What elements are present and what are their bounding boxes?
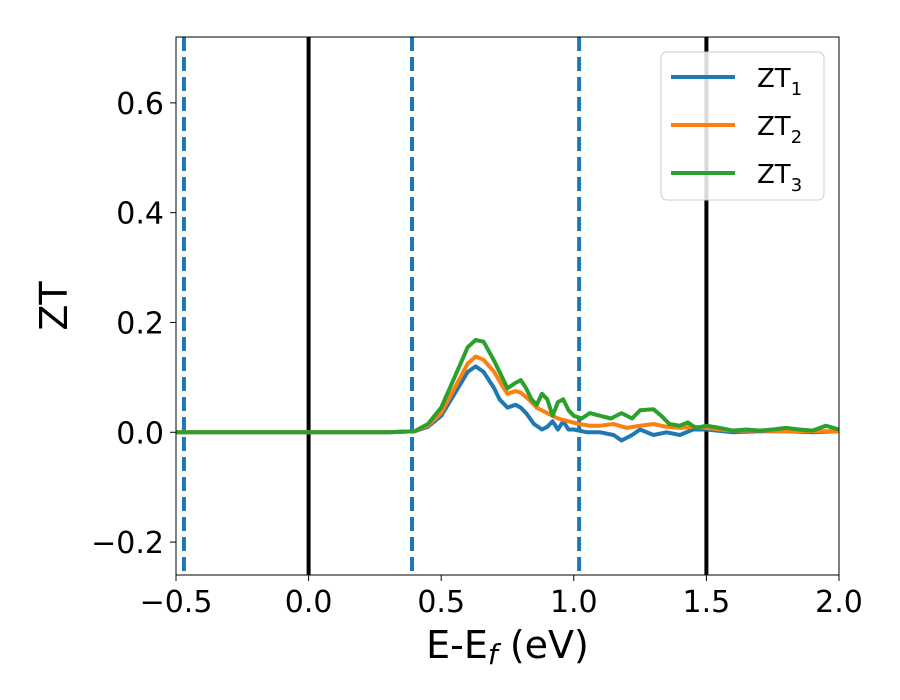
- x-tick-label: 1.0: [550, 585, 598, 620]
- x-tick-label: 2.0: [815, 585, 863, 620]
- y-tick-label: 0.6: [116, 87, 164, 122]
- x-tick-label: 1.5: [683, 585, 731, 620]
- axis-ticks: −0.5 0.0 0.5 1.0 1.5 2.0 −0.2 0.0 0.2 0.4 0.6: [91, 87, 863, 620]
- series-line-zt2: [176, 354, 839, 435]
- y-tick-label: 0.0: [116, 416, 164, 451]
- series-line-zt1: [176, 364, 840, 443]
- x-axis-label: E-Ef (eV): [426, 623, 589, 671]
- vertical-reference-lines: [181, 37, 709, 575]
- plot-frame: [175, 36, 840, 576]
- series-lines: [176, 338, 840, 443]
- series-line-zt3: [176, 338, 840, 435]
- y-axis-label: ZT: [32, 281, 76, 331]
- y-tick-label: 0.2: [116, 306, 164, 341]
- y-tick-label: 0.4: [116, 197, 164, 232]
- x-tick-label: 0.5: [417, 585, 465, 620]
- x-tick-label: 0.0: [285, 585, 333, 620]
- legend-box: [660, 51, 825, 201]
- y-tick-label: −0.2: [91, 526, 164, 561]
- x-tick-label: −0.5: [140, 585, 213, 620]
